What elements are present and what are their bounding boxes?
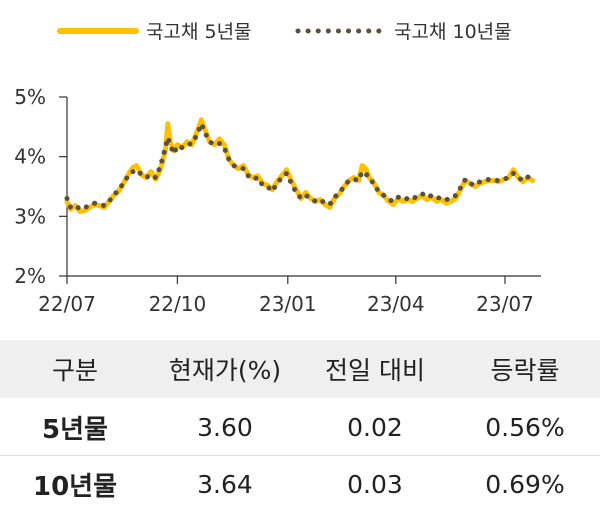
- x-axis-ticks: 22/07 22/10 23/01 23/04 23/07: [38, 276, 534, 316]
- table-header-row: 구분 현재가(%) 전일 대비 등락률: [0, 340, 600, 399]
- x-tick-label: 23/04: [367, 292, 425, 316]
- y-tick-label: 5%: [14, 85, 46, 109]
- x-tick-label: 22/10: [149, 292, 207, 316]
- change-cell: 0.02: [300, 399, 450, 456]
- x-tick-label: 23/01: [259, 292, 317, 316]
- yield-line-chart: 국고채 5년물 국고채 10년물 2% 3% 4% 5% 22/07 22/10 23/0…: [0, 0, 600, 330]
- column-header: 전일 대비: [300, 340, 450, 399]
- row-label: 5년물: [0, 399, 150, 456]
- y-tick-label: 3%: [14, 204, 46, 228]
- legend-label-10y: 국고채 10년물: [394, 21, 512, 43]
- table-row: 5년물 3.60 0.02 0.56%: [0, 399, 600, 456]
- current-price-cell: 3.60: [150, 399, 300, 456]
- chart-legend: 국고채 5년물 국고채 10년물: [60, 21, 512, 43]
- change-rate-cell: 0.56%: [450, 399, 600, 456]
- yield-summary-table: 구분 현재가(%) 전일 대비 등락률 5년물 3.60 0.02 0.56% …: [0, 340, 600, 512]
- column-header: 현재가(%): [150, 340, 300, 399]
- legend-label-5y: 국고채 5년물: [146, 21, 252, 43]
- x-tick-label: 23/07: [476, 292, 534, 316]
- y-tick-label: 4%: [14, 145, 46, 169]
- x-tick-label: 22/07: [38, 292, 96, 316]
- series-layer: [67, 120, 533, 212]
- column-header: 구분: [0, 340, 150, 399]
- y-axis-ticks: 2% 3% 4% 5%: [14, 85, 67, 288]
- column-header: 등락률: [450, 340, 600, 399]
- y-tick-label: 2%: [14, 264, 46, 288]
